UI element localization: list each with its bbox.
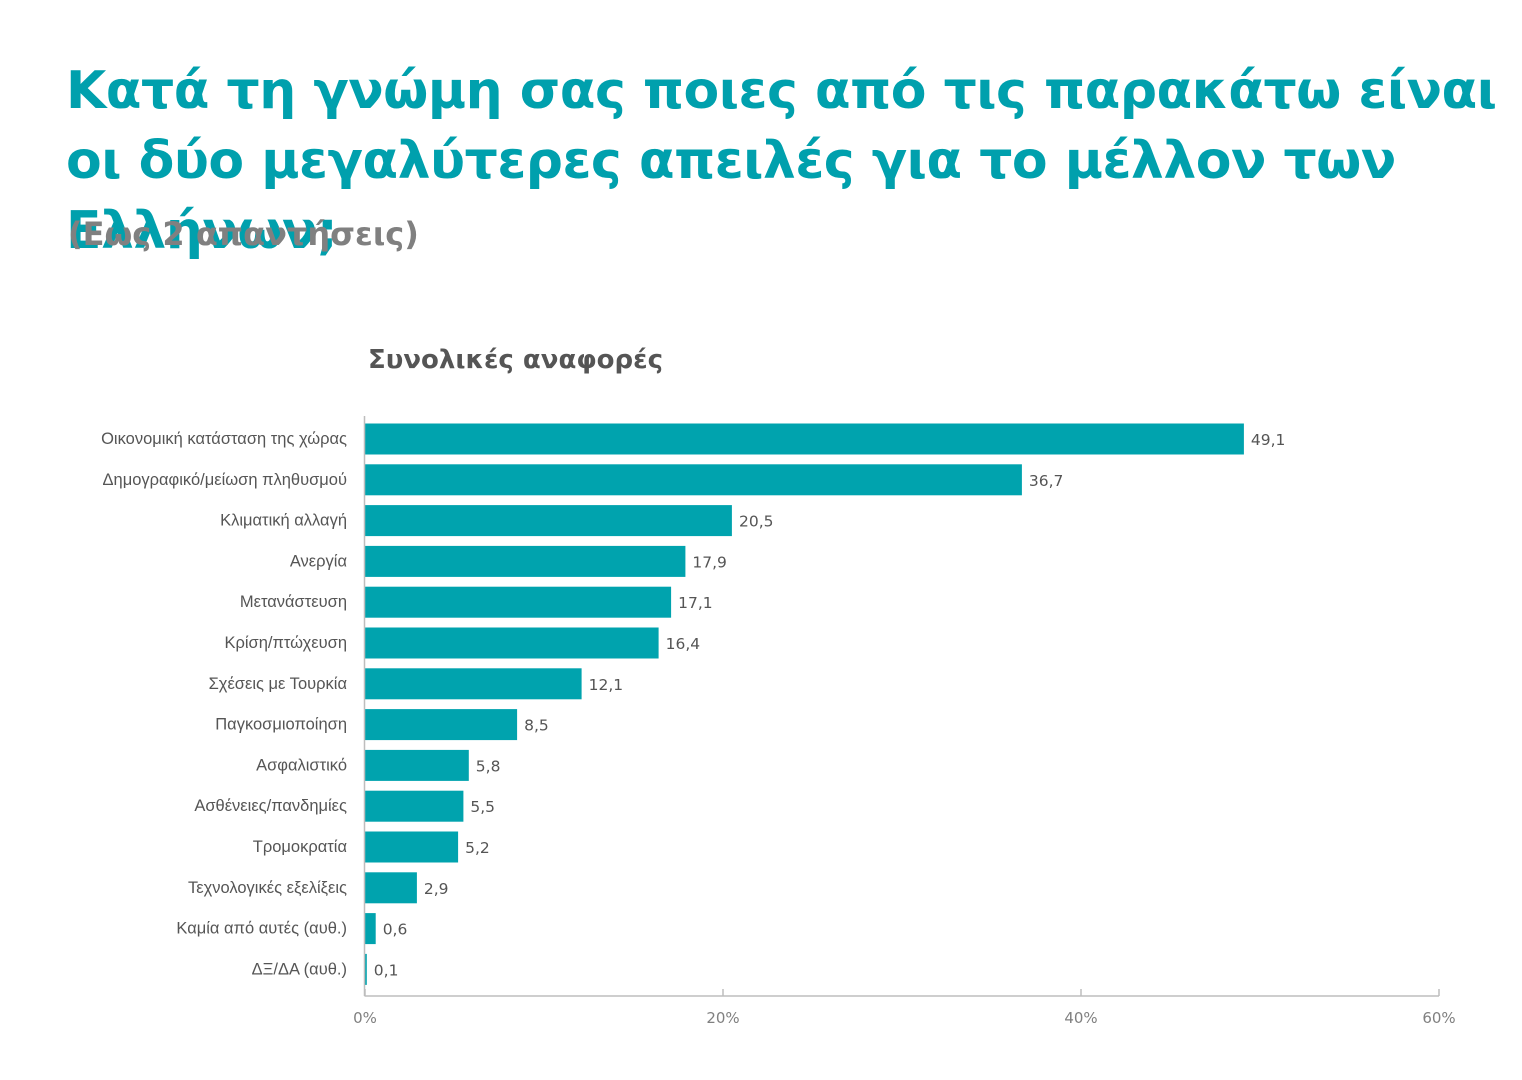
bar xyxy=(365,872,417,904)
bar xyxy=(365,953,367,985)
category-label: Σχέσεις με Τουρκία xyxy=(209,675,348,693)
bar xyxy=(365,709,518,741)
category-label: ΔΞ/ΔΑ (αυθ.) xyxy=(252,960,347,978)
category-labels: Οικονομική κατάσταση της χώρας Δημογραφικ… xyxy=(101,430,347,978)
value-label: 36,7 xyxy=(1029,472,1064,490)
bars-group xyxy=(365,423,1244,985)
category-label: Οικονομική κατάσταση της χώρας xyxy=(101,430,347,448)
value-label: 8,5 xyxy=(524,717,549,735)
value-label: 12,1 xyxy=(589,676,624,694)
value-label: 2,9 xyxy=(424,880,449,898)
value-label: 5,5 xyxy=(470,798,495,816)
bar xyxy=(365,749,469,781)
category-label: Παγκοσμιοποίηση xyxy=(215,716,347,734)
bar xyxy=(365,668,582,700)
value-labels: 49,1 36,7 20,5 17,9 17,1 16,4 12,1 8,5 5,8 5,5 5,2… xyxy=(374,431,1286,979)
value-label: 0,1 xyxy=(374,961,399,979)
bar xyxy=(365,586,672,618)
value-label: 16,4 xyxy=(666,635,701,653)
bar xyxy=(365,423,1244,455)
category-label: Τρομοκρατία xyxy=(253,838,348,856)
bar xyxy=(365,831,459,863)
bar xyxy=(365,545,686,577)
axes-group: 0% 20% 40% 60% xyxy=(353,416,1456,1027)
category-label: Ανεργία xyxy=(290,552,348,570)
x-tick-label: 20% xyxy=(706,1009,739,1027)
category-label: Κρίση/πτώχευση xyxy=(224,634,347,652)
bar xyxy=(365,464,1022,496)
category-label: Κλιματική αλλαγή xyxy=(220,512,347,530)
category-label: Ασθένειες/πανδημίες xyxy=(194,797,347,815)
bar xyxy=(365,627,659,659)
page-subtitle: (Εως 2 απαντήσεις) xyxy=(68,215,419,253)
category-label: Καμία από αυτές (αυθ.) xyxy=(176,920,347,938)
bar xyxy=(365,505,732,537)
value-label: 49,1 xyxy=(1251,431,1286,449)
value-label: 17,9 xyxy=(692,553,727,571)
page-title: Κατά τη γνώμη σας ποιες από τις παρακάτω… xyxy=(66,61,1497,261)
category-label: Δημογραφικό/μείωση πληθυσμού xyxy=(103,471,348,489)
category-label: Τεχνολογικές εξελίξεις xyxy=(188,879,347,897)
value-label: 20,5 xyxy=(739,513,774,531)
x-tick-label: 40% xyxy=(1064,1009,1097,1027)
chart-title: Συνολικές αναφορές xyxy=(368,345,664,375)
value-label: 0,6 xyxy=(383,921,408,939)
category-label: Μετανάστευση xyxy=(240,593,347,611)
category-label: Ασφαλιστικό xyxy=(256,756,347,774)
bar xyxy=(365,790,464,822)
x-tick-label: 60% xyxy=(1422,1009,1455,1027)
x-tick-label: 0% xyxy=(353,1009,377,1027)
bar xyxy=(365,913,376,945)
value-label: 5,2 xyxy=(465,839,490,857)
value-label: 5,8 xyxy=(476,757,501,775)
value-label: 17,1 xyxy=(678,594,713,612)
